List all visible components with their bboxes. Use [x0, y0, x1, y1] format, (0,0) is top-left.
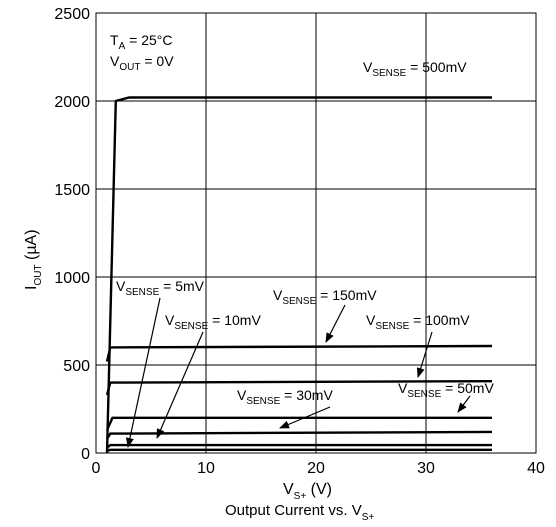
arrow-5mv	[125, 297, 161, 448]
arrow-100mv	[416, 331, 433, 378]
condition-temperature: TA = 25°C	[110, 32, 172, 52]
series-label-30mv: VSENSE = 30mV	[237, 387, 333, 407]
x-tick-label: 20	[307, 460, 325, 477]
series-label-100mv: VSENSE = 100mV	[366, 312, 470, 332]
y-tick-label: 2500	[54, 6, 90, 23]
arrow-10mv	[156, 331, 204, 439]
series-lines	[105, 96, 493, 454]
series-label-10mv: VSENSE = 10mV	[165, 312, 261, 332]
series-label-50mv: VSENSE = 50mV	[398, 380, 494, 400]
chart-caption: Output Current vs. VS+	[225, 502, 374, 523]
y-tick-label: 0	[81, 446, 90, 463]
series-line-10mv	[106, 443, 492, 449]
x-tick-label: 0	[92, 460, 101, 477]
x-tick-label: 40	[527, 460, 545, 477]
series-line-5mv	[106, 448, 492, 453]
plot-frame	[95, 12, 537, 454]
series-line-100mv	[105, 380, 493, 396]
tick-labels: 0 10 20 30 40 0 500 1000 1500 2000 2500	[54, 6, 545, 477]
y-axis-label: IOUT (µA)	[23, 229, 44, 290]
series-line-500mv	[105, 96, 492, 454]
series-label-5mv: VSENSE = 5mV	[116, 278, 205, 298]
series-label-500mv: VSENSE = 500mV	[363, 59, 467, 79]
series-line-50mv	[105, 416, 492, 431]
x-axis-label: VS+ (V)	[283, 481, 332, 502]
x-tick-label: 30	[417, 460, 435, 477]
y-tick-label: 1500	[54, 182, 90, 199]
series-label-150mv: VSENSE = 150mV	[273, 287, 377, 307]
arrow-50mv	[457, 395, 471, 413]
y-tick-label: 1000	[54, 270, 90, 287]
condition-vout: VOUT = 0V	[110, 53, 174, 73]
arrow-30mv	[279, 406, 331, 429]
annotation-arrows	[125, 297, 471, 448]
series-line-30mv	[105, 430, 493, 440]
y-tick-label: 2000	[54, 94, 90, 111]
series-line-150mv	[105, 344, 493, 362]
y-tick-label: 500	[63, 358, 90, 375]
grid	[96, 13, 536, 453]
x-tick-label: 10	[197, 460, 215, 477]
arrow-150mv	[325, 304, 346, 343]
